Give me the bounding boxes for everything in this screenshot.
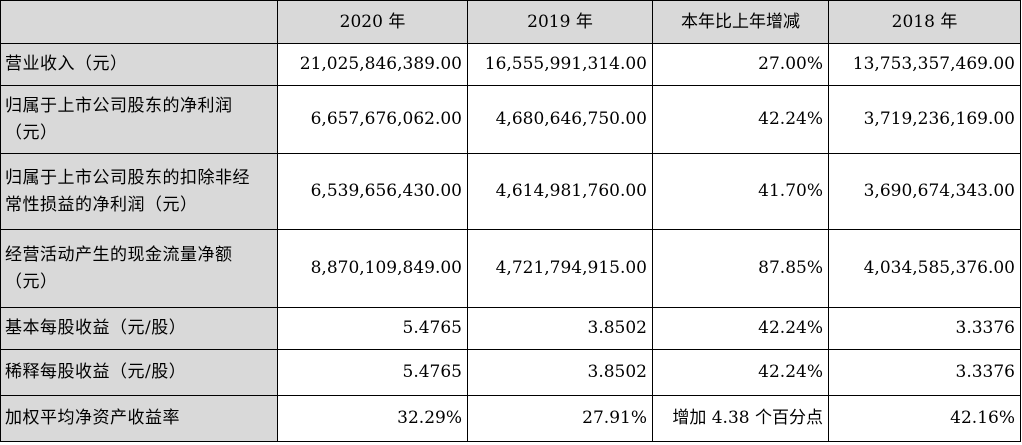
row-label: 归属于上市公司股东的净利润 （元） <box>0 85 278 154</box>
row-label: 归属于上市公司股东的扣除非经 常性损益的净利润（元） <box>0 153 278 230</box>
cell-2020: 5.4765 <box>277 349 468 396</box>
table-row-net-profit-deducted: 归属于上市公司股东的扣除非经 常性损益的净利润（元） 6,539,656,430… <box>0 153 1021 230</box>
header-2020: 2020 年 <box>277 0 468 44</box>
cell-2018: 3.3376 <box>828 349 1021 396</box>
cell-yoy: 42.24% <box>652 349 829 396</box>
cell-2020: 6,657,676,062.00 <box>277 85 468 154</box>
row-label: 营业收入（元） <box>0 43 278 86</box>
cell-2020: 32.29% <box>277 395 468 442</box>
table-row-operating-cash-flow: 经营活动产生的现金流量净额 （元） 8,870,109,849.00 4,721… <box>0 229 1021 308</box>
cell-2020: 5.4765 <box>277 307 468 350</box>
cell-yoy: 增加 4.38 个百分点 <box>652 395 829 442</box>
cell-2018: 13,753,357,469.00 <box>828 43 1021 86</box>
cell-2020: 21,025,846,389.00 <box>277 43 468 86</box>
cell-2020: 6,539,656,430.00 <box>277 153 468 230</box>
header-row: 2020 年 2019 年 本年比上年增减 2018 年 <box>0 0 1021 44</box>
cell-2019: 3.8502 <box>467 349 653 396</box>
header-blank <box>0 0 278 44</box>
row-label: 加权平均净资产收益率 <box>0 395 278 442</box>
cell-2019: 4,680,646,750.00 <box>467 85 653 154</box>
row-label: 稀释每股收益（元/股） <box>0 349 278 396</box>
table-row-revenue: 营业收入（元） 21,025,846,389.00 16,555,991,314… <box>0 43 1021 86</box>
cell-yoy: 41.70% <box>652 153 829 230</box>
header-2018: 2018 年 <box>828 0 1021 44</box>
header-yoy-change: 本年比上年增减 <box>652 0 829 44</box>
table-row-roe: 加权平均净资产收益率 32.29% 27.91% 增加 4.38 个百分点 42… <box>0 395 1021 442</box>
cell-2018: 42.16% <box>828 395 1021 442</box>
cell-2018: 3,690,674,343.00 <box>828 153 1021 230</box>
table-row-basic-eps: 基本每股收益（元/股） 5.4765 3.8502 42.24% 3.3376 <box>0 307 1021 350</box>
cell-2018: 3.3376 <box>828 307 1021 350</box>
cell-2019: 27.91% <box>467 395 653 442</box>
cell-2019: 4,614,981,760.00 <box>467 153 653 230</box>
header-2019: 2019 年 <box>467 0 653 44</box>
cell-2020: 8,870,109,849.00 <box>277 229 468 308</box>
cell-yoy: 42.24% <box>652 85 829 154</box>
cell-2019: 4,721,794,915.00 <box>467 229 653 308</box>
row-label: 基本每股收益（元/股） <box>0 307 278 350</box>
cell-2019: 3.8502 <box>467 307 653 350</box>
cell-yoy: 42.24% <box>652 307 829 350</box>
cell-2019: 16,555,991,314.00 <box>467 43 653 86</box>
cell-yoy: 27.00% <box>652 43 829 86</box>
cell-2018: 3,719,236,169.00 <box>828 85 1021 154</box>
cell-2018: 4,034,585,376.00 <box>828 229 1021 308</box>
table-row-diluted-eps: 稀释每股收益（元/股） 5.4765 3.8502 42.24% 3.3376 <box>0 349 1021 396</box>
row-label: 经营活动产生的现金流量净额 （元） <box>0 229 278 308</box>
cell-yoy: 87.85% <box>652 229 829 308</box>
table-row-net-profit: 归属于上市公司股东的净利润 （元） 6,657,676,062.00 4,680… <box>0 85 1021 154</box>
